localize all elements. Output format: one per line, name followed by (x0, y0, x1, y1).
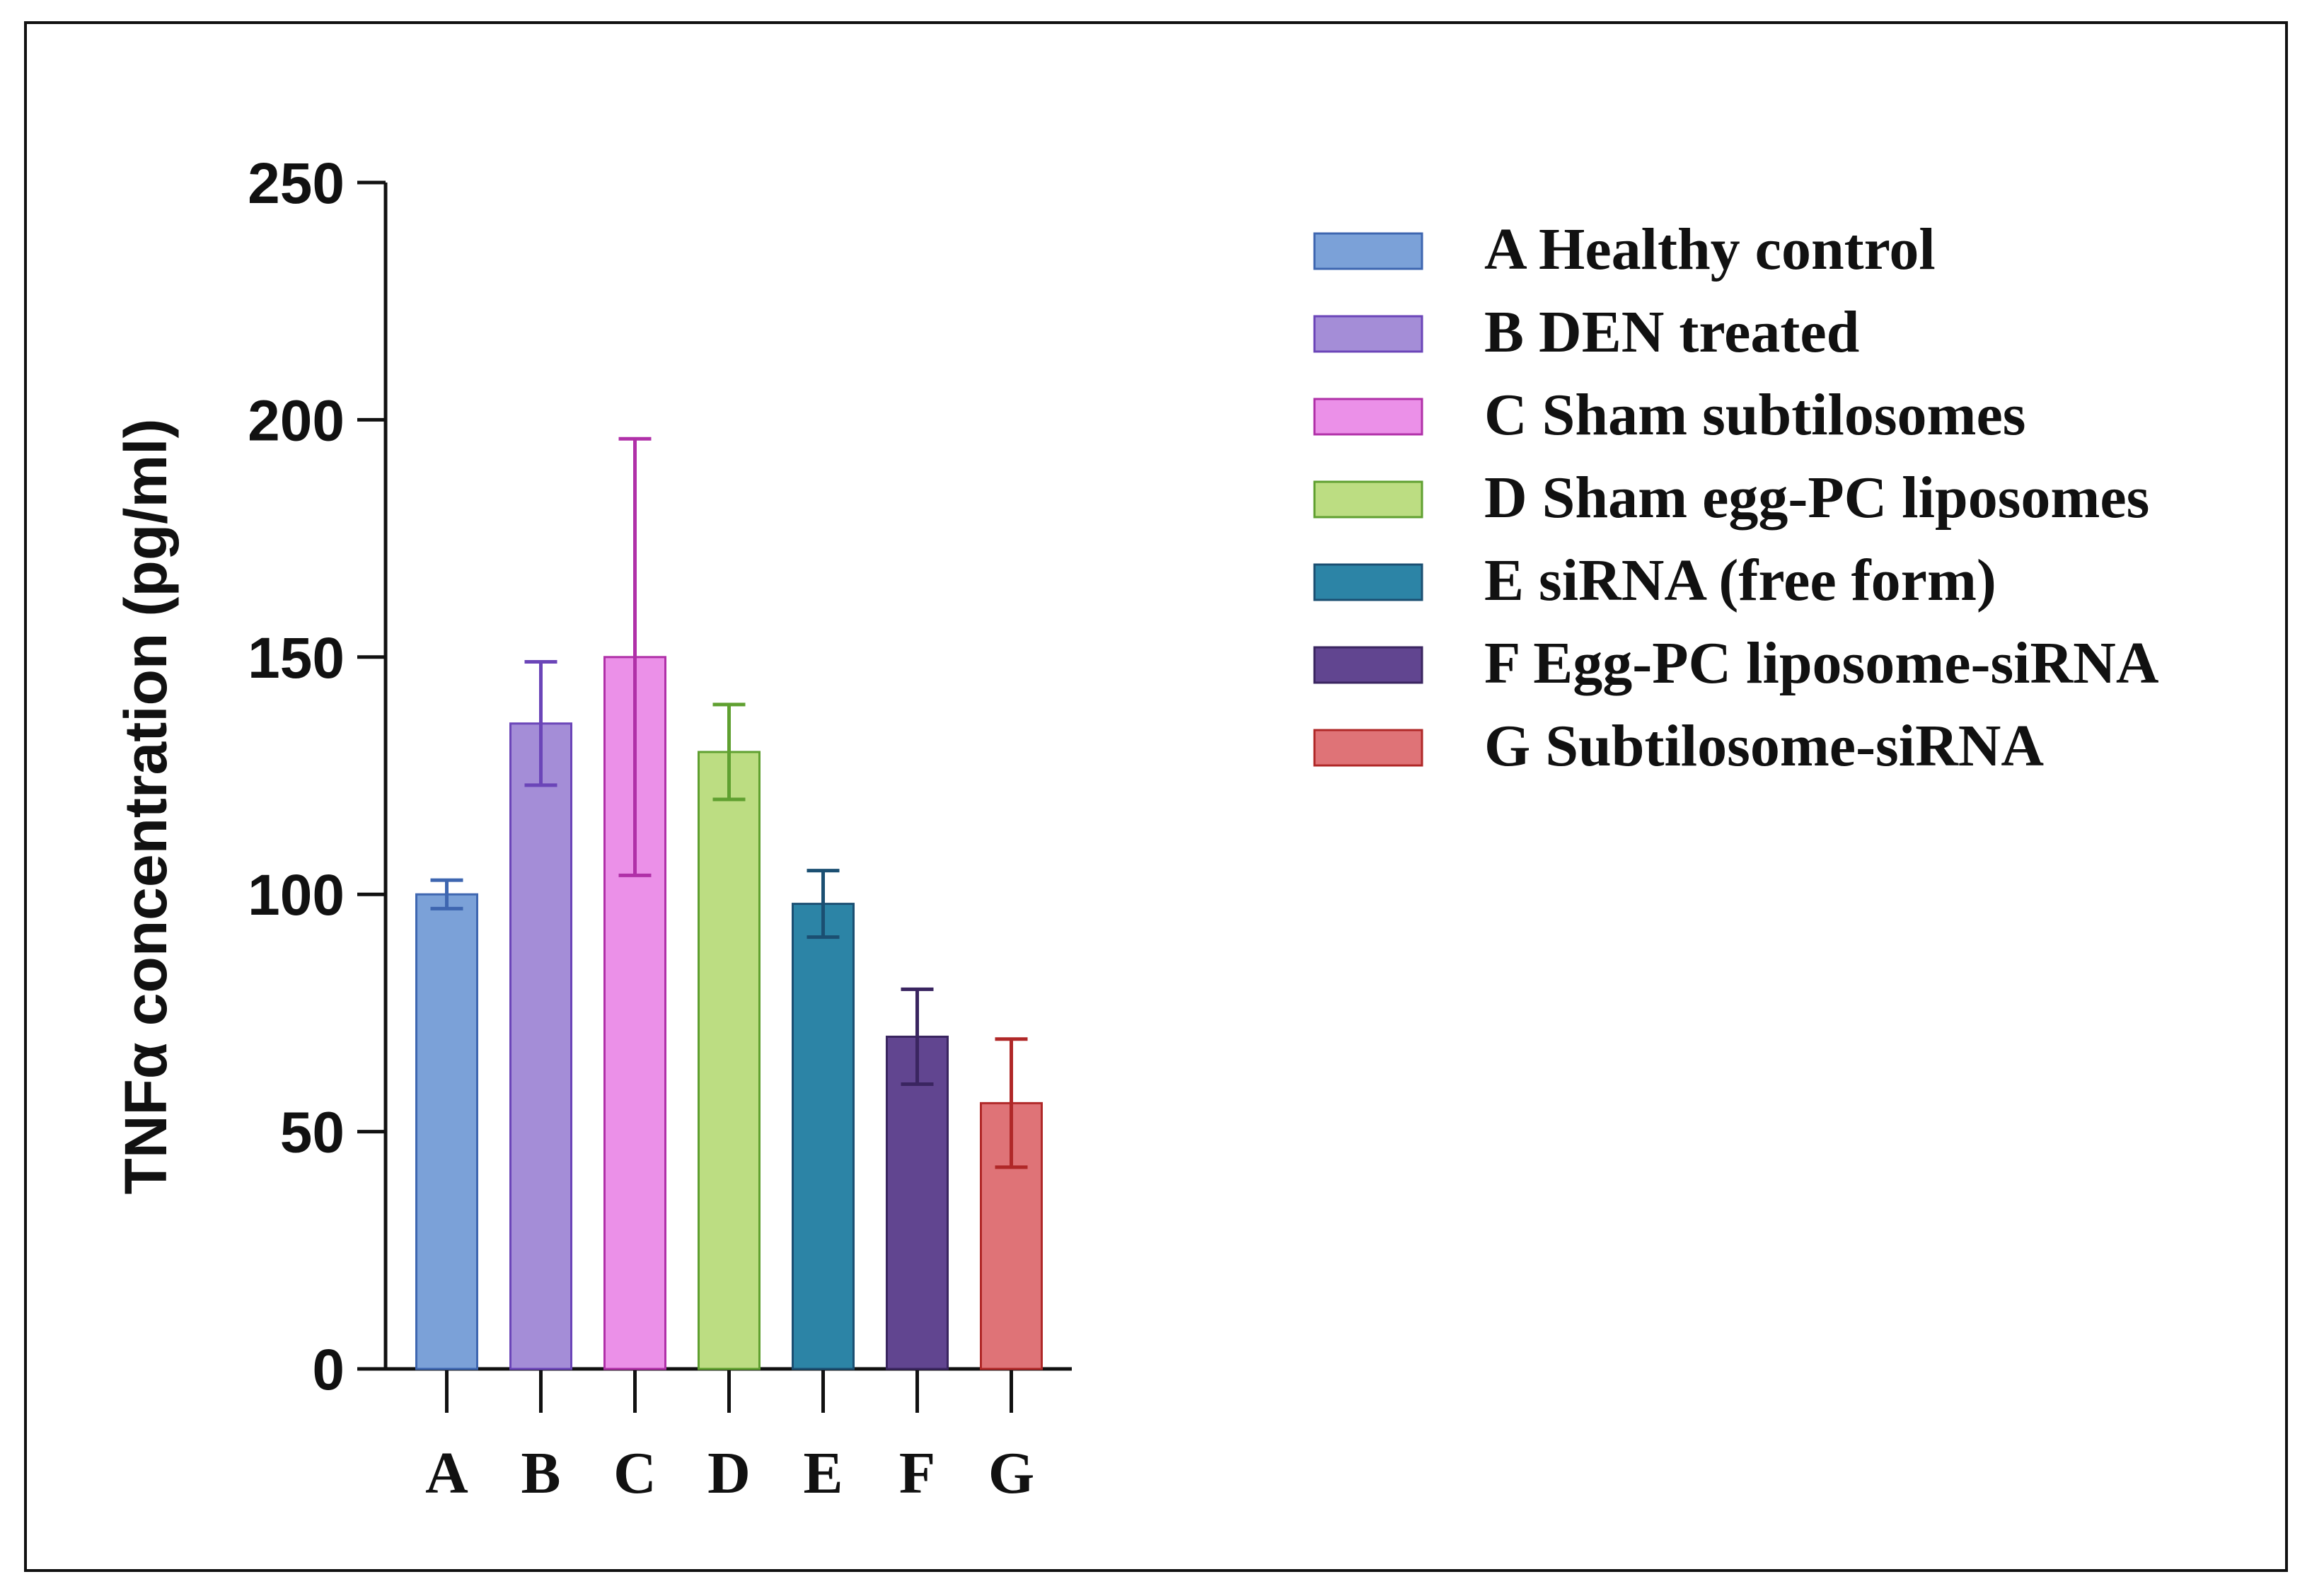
y-tick-label: 250 (248, 151, 345, 216)
axes (357, 180, 1072, 1413)
legend-swatch-C (1313, 398, 1423, 436)
x-tick-label-C: C (613, 1440, 657, 1506)
legend: A Healthy control B DEN treated C Sham sub… (1313, 216, 2159, 779)
legend-label-B: B DEN treated (1484, 299, 1859, 365)
bar-B (509, 722, 572, 1370)
error-bars (430, 436, 1028, 1169)
x-tick-label-A: A (425, 1440, 468, 1506)
legend-label-A: A Healthy control (1484, 216, 1936, 282)
legend-swatch-E (1313, 563, 1423, 601)
bar-E (792, 903, 855, 1370)
legend-label-C: C Sham subtilosomes (1484, 382, 2025, 448)
y-axis-title: TNFα concentration (pg/ml) (112, 419, 179, 1195)
y-tick-label: 100 (248, 863, 345, 927)
legend-label-G: G Subtilosome-siRNA (1484, 713, 2044, 779)
bar-A (415, 893, 478, 1370)
legend-swatch-B (1313, 315, 1423, 353)
legend-swatch-F (1313, 646, 1423, 684)
legend-label-D: D Sham egg-PC liposomes (1484, 465, 2149, 531)
x-tick-label-F: F (899, 1440, 935, 1506)
x-tick-label-D: D (707, 1440, 751, 1506)
y-axis-labels: 0 50 100 150 200 250 (248, 151, 345, 1402)
legend-label-F: F Egg-PC liposome-siRNA (1484, 630, 2159, 696)
legend-swatch-A (1313, 232, 1423, 270)
legend-swatch-D (1313, 480, 1423, 519)
bar-D (698, 751, 761, 1370)
x-tick-label-E: E (803, 1440, 843, 1506)
y-tick-label: 50 (280, 1101, 345, 1165)
legend-swatch-G (1313, 729, 1423, 767)
figure-frame (24, 21, 2288, 1572)
y-tick-label: 150 (248, 626, 345, 690)
y-tick-label: 200 (248, 388, 345, 453)
x-tick-label-G: G (988, 1440, 1034, 1506)
bar-F (886, 1035, 949, 1370)
legend-label-E: E siRNA (free form) (1484, 548, 1996, 613)
bars (415, 656, 1043, 1370)
y-tick-label: 0 (312, 1338, 345, 1402)
x-tick-label-B: B (521, 1440, 560, 1506)
